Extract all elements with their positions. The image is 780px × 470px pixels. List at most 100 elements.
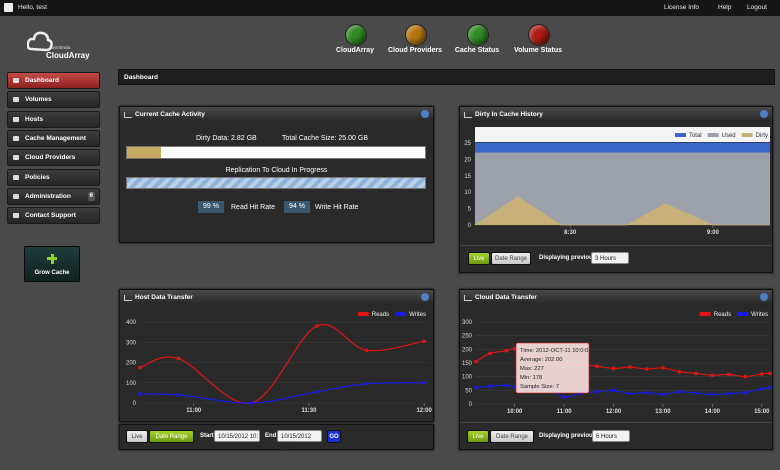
nav-item[interactable]: Contact Support	[7, 207, 100, 225]
panel-title-text: Current Cache Activity	[135, 111, 205, 118]
data-point	[743, 374, 748, 379]
go-button[interactable]: GO	[327, 430, 341, 443]
nav-item[interactable]: Policies	[7, 168, 100, 186]
legend-swatch	[395, 312, 407, 316]
data-point	[759, 387, 764, 391]
nav-icon	[13, 116, 19, 122]
live-button[interactable]: Live	[468, 252, 490, 265]
data-point	[694, 371, 698, 376]
legend-swatch	[674, 133, 686, 137]
data-point	[661, 366, 665, 370]
data-point	[314, 390, 319, 394]
legend-label: Total	[689, 133, 702, 139]
x-tick-label: 11:00	[186, 408, 202, 414]
date-range-button[interactable]: Date Range	[490, 430, 534, 443]
live-button[interactable]: Live	[126, 430, 148, 443]
host-transfer-panel: Host Data Transfer 0 100 200 300 400 11:00 11:…	[119, 289, 434, 422]
series-line	[139, 323, 425, 404]
logo-icon	[27, 31, 53, 52]
data-point	[314, 324, 319, 328]
tooltip-line: Sample Size: 7	[520, 384, 559, 390]
nav-label: Cache Management	[25, 134, 87, 142]
x-tick-label: 11:00	[557, 409, 573, 415]
total-label: Total Cache Size: 25.00 GB	[282, 135, 368, 142]
nav-item[interactable]: Administration 6	[7, 187, 100, 205]
period-select[interactable]: 3 Hours	[591, 252, 629, 264]
data-point	[422, 380, 426, 385]
dirty-fill	[127, 147, 161, 158]
data-point	[595, 364, 599, 369]
y-tick-label: 200	[126, 361, 137, 367]
y-tick-label: 300	[462, 320, 473, 326]
help-icon[interactable]	[421, 110, 429, 118]
top-link[interactable]: Help	[718, 4, 732, 11]
logo: TwinStrata CloudArray	[27, 29, 107, 65]
legend-label: Used	[722, 133, 736, 139]
top-link[interactable]: License Info	[664, 4, 700, 11]
nav-item[interactable]: Dashboard	[7, 72, 100, 89]
data-point	[474, 385, 478, 390]
data-point	[138, 392, 142, 396]
status-label: CloudArray	[335, 47, 375, 54]
nav-item[interactable]: Hosts	[7, 110, 100, 128]
nav-icon	[13, 193, 19, 199]
data-point	[768, 385, 772, 390]
status-light	[528, 24, 550, 46]
data-point	[727, 391, 731, 396]
start-input[interactable]: 10/15/2012 10:(	[214, 430, 260, 452]
tooltip-box	[515, 342, 590, 394]
x-tick-label: 8:30	[564, 230, 577, 236]
end-input[interactable]: 10/15/2012 12:0	[277, 430, 322, 452]
top-link[interactable]: Logout	[747, 4, 767, 11]
data-point	[644, 390, 649, 395]
page-title-bar: Dashboard	[118, 69, 775, 85]
grow-cache-button[interactable]: Grow Cache	[24, 246, 80, 282]
period-select[interactable]: 6 Hours	[592, 430, 630, 442]
data-point	[677, 369, 682, 374]
data-point	[727, 372, 731, 377]
nav-label: Administration	[25, 192, 71, 200]
tooltip-line: Average: 202.00	[520, 357, 562, 363]
data-point	[694, 391, 698, 395]
panel-title-text: Host Data Transfer	[135, 294, 193, 301]
dirty-history-panel: Dirty In Cache History 0 5 10 15 20 25 8:30 9:0…	[459, 106, 773, 273]
nav-item[interactable]: Cloud Providers	[7, 149, 100, 167]
help-icon[interactable]	[760, 110, 768, 118]
date-range-button[interactable]: Date Range	[491, 252, 531, 265]
area-edge	[474, 196, 770, 226]
data-point	[661, 392, 665, 397]
nav-item[interactable]: Cache Management	[7, 129, 100, 147]
data-point	[176, 356, 181, 361]
x-tick-label: 15:00	[754, 409, 770, 415]
tooltip-line: Min: 178	[520, 375, 542, 381]
data-point	[677, 389, 682, 394]
y-tick-label: 25	[464, 141, 471, 147]
data-point	[595, 389, 599, 394]
date-range-button[interactable]: Date Range	[149, 430, 194, 443]
status-light	[405, 24, 427, 46]
read-hit-caption: Read Hit Rate	[231, 204, 275, 211]
data-point	[364, 381, 369, 386]
panel-title: Host Data Transfer	[120, 290, 433, 305]
help-icon[interactable]	[421, 293, 429, 301]
y-tick-label: 5	[468, 207, 472, 213]
panel-title-text: Cloud Data Transfer	[475, 294, 537, 301]
legend-swatch	[741, 133, 753, 137]
top-bar: Hello, test License Info Help Logout	[0, 0, 780, 16]
help-icon[interactable]	[760, 293, 768, 301]
y-tick-label: 0	[469, 402, 473, 408]
chart: 0 50 100 150 200 250 300 10:00 11:00 12:00 13:00 14…	[462, 312, 772, 415]
y-tick-label: 15	[464, 174, 471, 180]
nav-item[interactable]: Volumes	[7, 91, 100, 109]
live-button[interactable]: Live	[467, 430, 489, 443]
legend-swatch	[699, 312, 711, 316]
data-point	[176, 393, 181, 397]
y-tick-label: 400	[126, 320, 137, 326]
write-hit-caption: Write Hit Rate	[315, 204, 359, 211]
x-tick-label: 13:00	[655, 409, 671, 415]
y-tick-label: 250	[462, 334, 473, 340]
divider	[460, 245, 772, 246]
status-light	[467, 24, 489, 46]
dirty-label: Dirty Data: 2.82 GB	[196, 135, 257, 142]
data-point	[743, 390, 748, 395]
